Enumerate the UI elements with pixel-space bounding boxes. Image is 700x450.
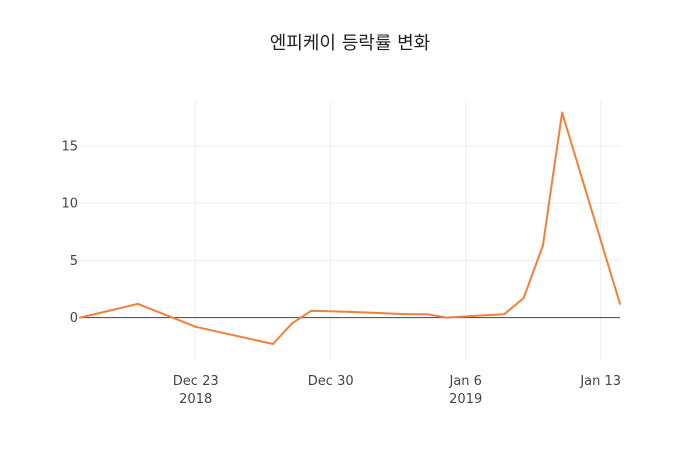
data-point — [310, 309, 313, 312]
data-point — [484, 314, 486, 317]
y-tick-label: 10 — [61, 197, 78, 212]
y-tick-label: 5 — [70, 254, 78, 269]
data-point — [445, 316, 448, 319]
data-point — [194, 325, 197, 328]
grid-layer — [80, 100, 620, 360]
data-point — [522, 297, 525, 300]
data-point — [541, 244, 544, 247]
series-line — [79, 111, 621, 345]
x-tick-sublabel: 2018 — [179, 392, 212, 407]
x-tick-label: Jan 6 — [448, 374, 481, 389]
x-tick-label: Dec 23 — [173, 374, 219, 389]
y-tick-label: 15 — [61, 139, 78, 154]
data-point — [406, 313, 409, 316]
data-point — [426, 313, 429, 316]
data-point — [503, 313, 506, 316]
data-point — [291, 322, 294, 325]
chart-title: 엔피케이 등락률 변화 — [270, 33, 430, 54]
data-point — [349, 310, 351, 313]
series-layer — [79, 111, 621, 345]
x-tick-label: Dec 30 — [308, 374, 354, 389]
data-point — [619, 302, 621, 305]
data-point — [561, 111, 564, 114]
data-point — [79, 316, 81, 319]
y-tick-label: 0 — [70, 311, 78, 326]
x-tick-label: Jan 13 — [579, 374, 621, 389]
x-tick-sublabel: 2019 — [449, 392, 482, 407]
data-point — [271, 342, 274, 345]
axis-layer: Dec 23 2018 Dec 30 Jan 6 2019 Jan 13 0 5 10 15 — [61, 139, 621, 407]
data-point — [136, 302, 139, 305]
